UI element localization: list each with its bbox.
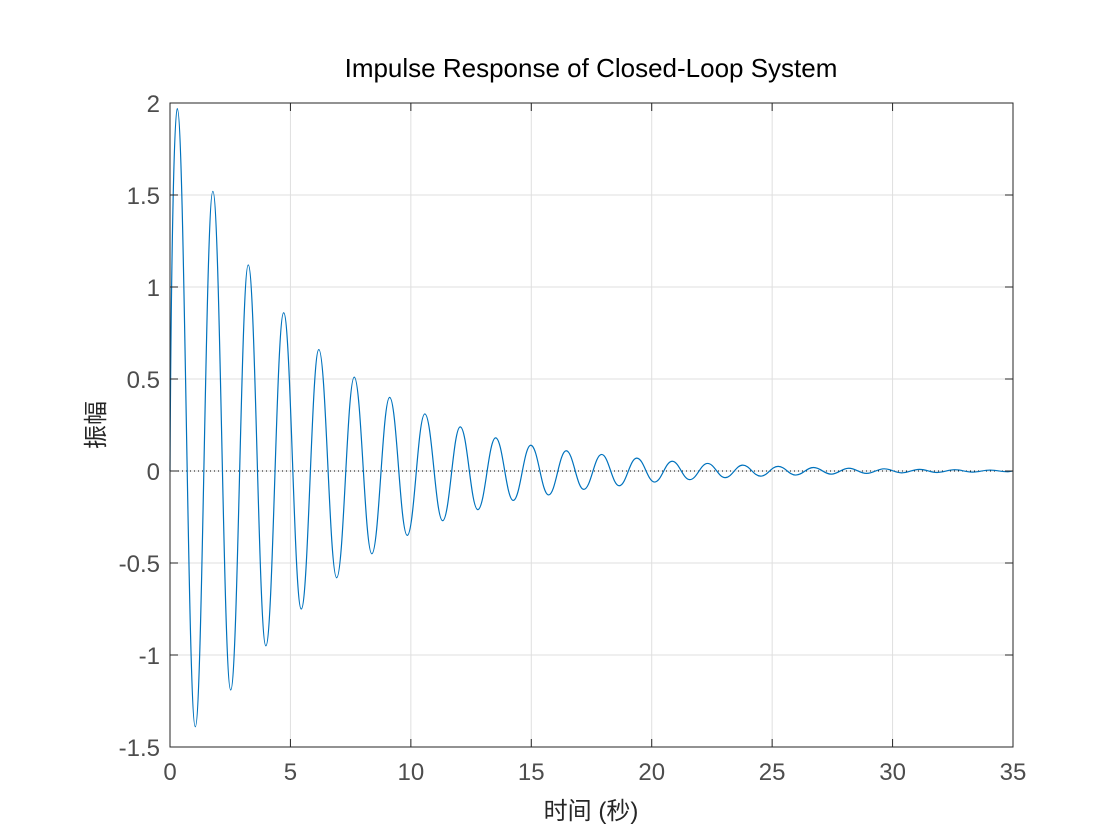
y-tick-label: 1.5 xyxy=(127,183,160,210)
axes-box xyxy=(169,102,1014,748)
y-tick-label: -1 xyxy=(139,643,160,670)
y-tick-label: 0 xyxy=(147,459,160,486)
x-tick-label: 5 xyxy=(284,759,297,786)
y-axis-ticks: -1.5 -1 -0.5 0 0.5 1 1.5 2 xyxy=(119,91,1013,762)
y-tick-label: 1 xyxy=(147,275,160,302)
y-tick-label: -1.5 xyxy=(119,735,160,762)
impulse-response-line xyxy=(169,107,1014,728)
x-tick-label: 0 xyxy=(163,759,176,786)
y-tick-label: -0.5 xyxy=(119,551,160,578)
x-tick-label: 10 xyxy=(398,759,425,786)
x-axis-ticks: 0 5 10 15 20 25 30 35 xyxy=(163,103,1026,786)
y-tick-label: 2 xyxy=(147,91,160,118)
x-tick-label: 25 xyxy=(759,759,786,786)
chart-title: Impulse Response of Closed-Loop System xyxy=(345,53,838,83)
y-tick-label: 0.5 xyxy=(127,367,160,394)
y-axis-label: 振幅 xyxy=(83,401,110,449)
x-tick-label: 20 xyxy=(638,759,665,786)
axes-background xyxy=(170,103,1013,747)
grid xyxy=(170,103,1013,747)
x-axis-label: 时间 (秒) xyxy=(544,798,639,825)
x-tick-label: 15 xyxy=(518,759,545,786)
x-tick-label: 30 xyxy=(879,759,906,786)
x-tick-label: 35 xyxy=(1000,759,1027,786)
